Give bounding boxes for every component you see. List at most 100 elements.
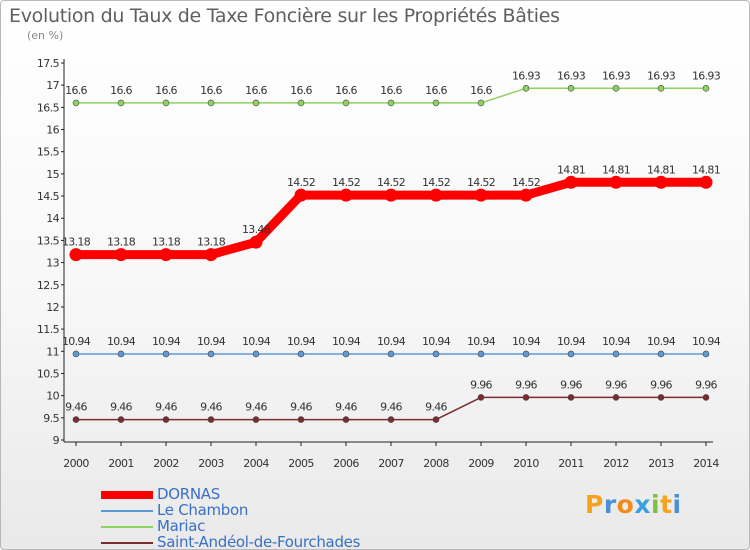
data-label: 9.46 bbox=[335, 401, 357, 414]
data-point bbox=[654, 175, 668, 189]
y-tick-label: 14 bbox=[46, 212, 59, 225]
y-tick-label: 9.5 bbox=[43, 412, 59, 425]
logo-letter: x bbox=[634, 490, 651, 519]
data-point bbox=[162, 350, 170, 358]
data-label: 9.46 bbox=[65, 401, 87, 414]
data-point bbox=[612, 350, 620, 358]
data-point bbox=[252, 416, 260, 423]
data-label: 10.94 bbox=[467, 335, 496, 348]
data-label: 16.93 bbox=[692, 69, 721, 82]
data-label: 14.81 bbox=[692, 163, 720, 176]
data-point bbox=[522, 350, 530, 358]
data-label: 16.93 bbox=[602, 69, 631, 82]
data-label: 10.94 bbox=[377, 335, 406, 348]
y-tick-label: 13 bbox=[46, 257, 59, 270]
x-tick-label: 2006 bbox=[333, 457, 359, 470]
x-tick-label: 2010 bbox=[513, 457, 539, 470]
data-label: 16.6 bbox=[335, 84, 357, 97]
data-label: 14.52 bbox=[512, 176, 540, 189]
y-tick-label: 11.5 bbox=[37, 323, 60, 336]
y-tick-label: 16.5 bbox=[37, 101, 60, 114]
data-label: 16.93 bbox=[647, 69, 676, 82]
x-tick-label: 2000 bbox=[63, 457, 89, 470]
data-label: 10.94 bbox=[287, 335, 316, 348]
x-tick-label: 2014 bbox=[693, 457, 719, 470]
data-label: 13.18 bbox=[62, 236, 91, 249]
data-point bbox=[342, 350, 350, 358]
data-label: 10.94 bbox=[242, 335, 271, 348]
data-point bbox=[207, 99, 215, 107]
data-point bbox=[72, 416, 80, 423]
data-label: 9.96 bbox=[560, 378, 582, 391]
logo-letter: i bbox=[651, 490, 661, 519]
data-point bbox=[519, 188, 533, 202]
data-point bbox=[612, 394, 620, 401]
data-point bbox=[114, 248, 128, 262]
data-point bbox=[204, 248, 218, 262]
data-point bbox=[162, 99, 170, 107]
data-point bbox=[297, 416, 305, 423]
y-tick-label: 12.5 bbox=[37, 279, 60, 292]
data-point bbox=[117, 416, 125, 423]
data-label: 16.6 bbox=[380, 84, 402, 97]
x-tick-label: 2003 bbox=[198, 457, 224, 470]
data-label: 16.93 bbox=[512, 69, 541, 82]
data-point bbox=[702, 394, 710, 401]
data-label: 16.6 bbox=[425, 84, 447, 97]
data-point bbox=[522, 394, 530, 401]
y-tick-label: 12 bbox=[46, 301, 59, 314]
data-label: 9.46 bbox=[290, 401, 312, 414]
y-tick-label: 16 bbox=[46, 124, 59, 137]
data-point bbox=[567, 394, 575, 401]
legend-label: Le Chambon bbox=[157, 501, 249, 519]
y-tick-label: 11 bbox=[46, 345, 59, 358]
data-point bbox=[207, 416, 215, 423]
data-label: 10.94 bbox=[602, 335, 631, 348]
data-label: 9.96 bbox=[470, 378, 492, 391]
logo-letter: r bbox=[603, 490, 617, 519]
data-label: 14.52 bbox=[422, 176, 450, 189]
data-point bbox=[72, 350, 80, 358]
data-label: 14.81 bbox=[602, 163, 630, 176]
logo-letter: i bbox=[672, 490, 682, 519]
legend-label: Mariac bbox=[157, 517, 206, 535]
data-point bbox=[429, 188, 443, 202]
data-point bbox=[117, 350, 125, 358]
data-point bbox=[207, 350, 215, 358]
data-point bbox=[477, 99, 485, 107]
data-label: 14.52 bbox=[377, 176, 405, 189]
data-point bbox=[477, 394, 485, 401]
data-point bbox=[387, 350, 395, 358]
data-point bbox=[477, 350, 485, 358]
chart-subtitle: (en %) bbox=[27, 29, 64, 42]
data-point bbox=[432, 99, 440, 107]
data-point bbox=[612, 84, 620, 92]
logo-letter: P bbox=[585, 490, 604, 519]
x-tick-label: 2001 bbox=[108, 457, 134, 470]
logo-letter: o bbox=[616, 490, 635, 519]
legend-label: DORNAS bbox=[157, 485, 220, 503]
y-tick-label: 17 bbox=[46, 79, 59, 92]
data-point bbox=[432, 416, 440, 423]
data-label: 16.6 bbox=[290, 84, 312, 97]
legend-swatch bbox=[101, 491, 153, 499]
data-label: 13.46 bbox=[242, 223, 271, 236]
x-tick-label: 2013 bbox=[648, 457, 674, 470]
data-point bbox=[432, 350, 440, 358]
data-point bbox=[249, 235, 263, 249]
data-label: 10.94 bbox=[647, 335, 676, 348]
data-point bbox=[162, 416, 170, 423]
data-label: 10.94 bbox=[422, 335, 451, 348]
data-label: 16.6 bbox=[65, 84, 87, 97]
data-label: 9.46 bbox=[380, 401, 402, 414]
data-label: 10.94 bbox=[512, 335, 541, 348]
data-label: 10.94 bbox=[557, 335, 586, 348]
data-label: 9.46 bbox=[155, 401, 177, 414]
data-point bbox=[657, 350, 665, 358]
data-point bbox=[297, 99, 305, 107]
data-point bbox=[72, 99, 80, 107]
y-tick-label: 15.5 bbox=[37, 146, 60, 159]
data-label: 10.94 bbox=[107, 335, 136, 348]
y-tick-label: 10 bbox=[46, 390, 59, 403]
x-tick-label: 2005 bbox=[288, 457, 314, 470]
